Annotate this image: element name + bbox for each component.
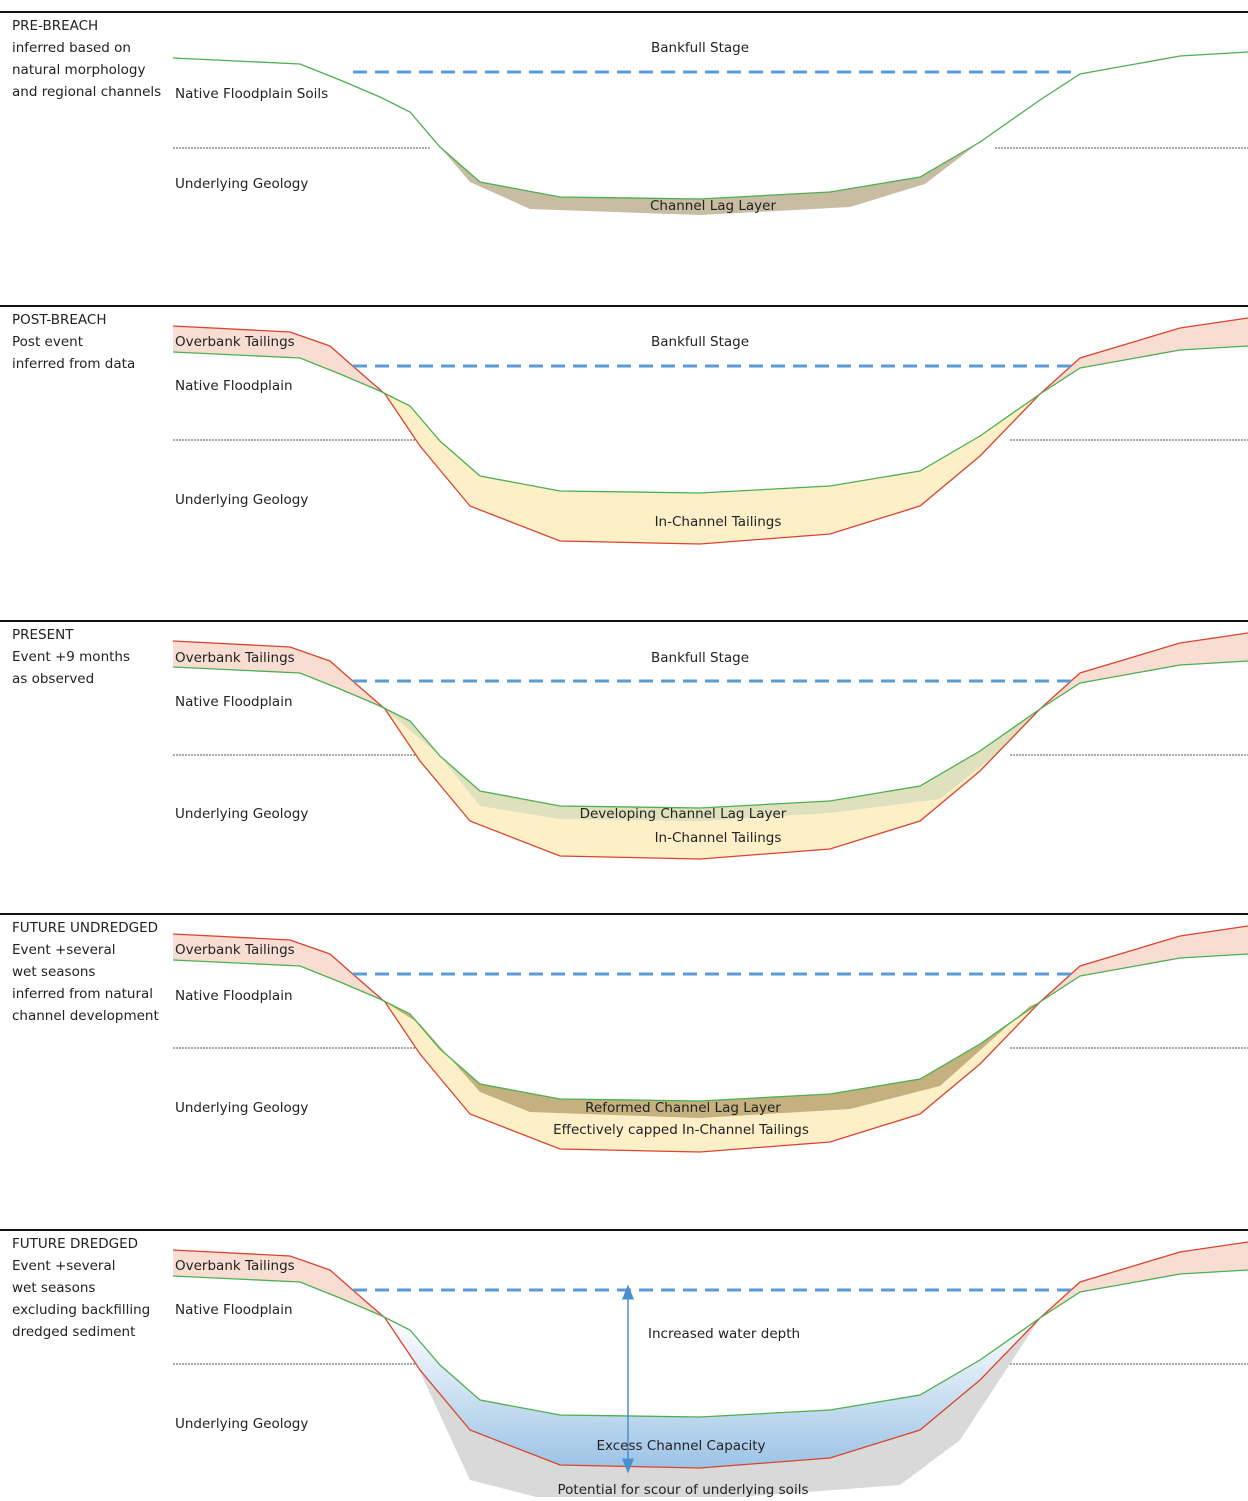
diagram: PRE-BREACH inferred based on natural morph… [0, 0, 1248, 1497]
layer-label: Overbank Tailings [175, 1258, 295, 1274]
panel-heading: inferred from natural [12, 986, 153, 1002]
panel: PRESENT Event +9 months as observed Overban… [0, 621, 1248, 859]
panel-heading: Event +several [12, 1258, 116, 1274]
layer-label: Bankfull Stage [651, 650, 749, 666]
layer-label: Native Floodplain [175, 1302, 293, 1318]
panel: PRE-BREACH inferred based on natural morph… [0, 12, 1248, 215]
panel-heading: FUTURE UNDREDGED [12, 920, 158, 936]
panel-heading: wet seasons [12, 964, 95, 980]
panel-heading: dredged sediment [12, 1324, 135, 1340]
panel: FUTURE UNDREDGED Event +several wet season… [0, 914, 1248, 1152]
panel: FUTURE DREDGED Event +several wet seasons e… [0, 1230, 1248, 1497]
panel-heading: channel development [12, 1008, 159, 1024]
panel-heading: inferred from data [12, 356, 135, 372]
layer-label: Overbank Tailings [175, 942, 295, 958]
developing-lag [385, 709, 1040, 821]
panel-heading: natural morphology [12, 62, 145, 78]
panel-heading: as observed [12, 671, 94, 687]
panel-heading: wet seasons [12, 1280, 95, 1296]
panel-heading: FUTURE DREDGED [12, 1236, 138, 1252]
panel-heading: and regional channels [12, 84, 161, 100]
layer-label: Underlying Geology [175, 176, 308, 192]
panel-heading: excluding backfilling [12, 1302, 150, 1318]
layer-label: Underlying Geology [175, 492, 308, 508]
panel-heading: Post event [12, 334, 83, 350]
panel-heading: POST-BREACH [12, 312, 106, 328]
panel: POST-BREACH Post event inferred from data O… [0, 306, 1248, 544]
layer-label: Native Floodplain [175, 378, 293, 394]
layer-label: Developing Channel Lag Layer [580, 806, 787, 822]
ground-surface [173, 52, 1248, 199]
panel-heading: inferred based on [12, 40, 131, 56]
panel-heading: PRE-BREACH [12, 18, 98, 34]
layer-label: Underlying Geology [175, 1416, 308, 1432]
layer-label: Native Floodplain [175, 694, 293, 710]
layer-label: Native Floodplain [175, 988, 293, 1004]
layer-label: Potential for scour of underlying soils [558, 1482, 809, 1497]
layer-label: Effectively capped In-Channel Tailings [553, 1122, 809, 1138]
panel-heading: PRESENT [12, 627, 74, 643]
panel-heading: Event +9 months [12, 649, 130, 665]
layer-label: Bankfull Stage [651, 334, 749, 350]
layer-label: Increased water depth [648, 1326, 800, 1342]
layer-label: Reformed Channel Lag Layer [585, 1100, 781, 1116]
layer-label: Channel Lag Layer [650, 198, 776, 214]
layer-label: Underlying Geology [175, 806, 308, 822]
layer-label: Excess Channel Capacity [596, 1438, 765, 1454]
layer-label: Underlying Geology [175, 1100, 308, 1116]
layer-label: Native Floodplain Soils [175, 86, 328, 102]
layer-label: In-Channel Tailings [655, 514, 782, 530]
layer-label: Overbank Tailings [175, 650, 295, 666]
layer-label: In-Channel Tailings [655, 830, 782, 846]
panel-heading: Event +several [12, 942, 116, 958]
layer-label: Bankfull Stage [651, 40, 749, 56]
layer-label: Overbank Tailings [175, 334, 295, 350]
